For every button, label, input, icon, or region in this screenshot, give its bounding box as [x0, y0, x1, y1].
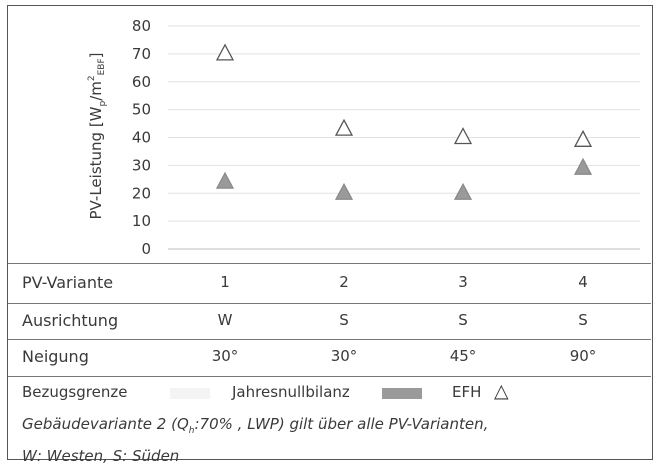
cell: 4 — [578, 273, 588, 291]
cell: 45° — [449, 347, 477, 365]
cell: 3 — [458, 273, 468, 291]
cell: S — [578, 311, 588, 329]
efh-marker — [573, 129, 593, 147]
legend-efh-label: EFH — [452, 383, 482, 401]
y-tick-label: 10 — [132, 212, 151, 230]
y-tick-label: 0 — [141, 240, 151, 258]
cell: S — [458, 311, 468, 329]
figure-frame: 0 10 20 30 40 50 60 70 80 PV-Leistung [Wp/m2EBF]… — [7, 5, 653, 465]
table-rule — [8, 339, 651, 340]
y-tick-label: 60 — [132, 73, 151, 91]
y-tick-label: 30 — [132, 156, 151, 174]
table-row-ausrichtung: Ausrichtung W S S S — [8, 306, 651, 340]
y-tick-label: 20 — [132, 184, 151, 202]
y-tick-label: 80 — [132, 17, 151, 35]
legend-bezug-label: Bezugsgrenze — [22, 383, 128, 401]
table-row-neigung: Neigung 30° 30° 45° 90° — [8, 342, 651, 376]
y-axis-label: PV-Leistung [Wp/m2EBF] — [87, 52, 108, 219]
row-label: PV-Variante — [22, 273, 114, 292]
footnote: Gebäudevariante 2 (Qh:70% , LWP) gilt üb… — [22, 412, 642, 469]
row-label: Ausrichtung — [22, 311, 119, 330]
cell: 30° — [330, 347, 358, 365]
y-tick-label: 70 — [132, 45, 151, 63]
jahresnullbilanz-marker — [215, 171, 235, 189]
legend-efh-symbol: △ — [494, 380, 509, 402]
table-row-variante: PV-Variante 1 2 3 4 — [8, 268, 651, 302]
row-label: Neigung — [22, 347, 89, 366]
cell: S — [339, 311, 349, 329]
y-tick-label: 50 — [132, 101, 151, 119]
jahresnullbilanz-marker — [573, 157, 593, 175]
note-text-line2: W: Westen, S: Süden — [22, 447, 180, 465]
cell: 90° — [569, 347, 597, 365]
efh-marker — [334, 118, 354, 136]
note-text: :70% , LWP) gilt über alle PV-Varianten, — [194, 415, 489, 433]
efh-marker — [453, 127, 473, 145]
cell: 30° — [211, 347, 239, 365]
table-top-rule — [8, 263, 651, 264]
cell: 2 — [339, 273, 349, 291]
y-tick-label: 40 — [132, 129, 151, 147]
cell: W — [217, 311, 233, 329]
table-rule — [8, 303, 651, 304]
jahresnullbilanz-marker — [453, 182, 473, 200]
table-bottom-rule — [8, 376, 651, 377]
legend-bezug-swatch — [170, 388, 210, 399]
cell: 1 — [220, 273, 230, 291]
legend-jahres-swatch — [382, 388, 422, 399]
jahresnullbilanz-marker — [334, 182, 354, 200]
legend-jahres-label: Jahresnullbilanz — [232, 383, 350, 401]
chart-area: 0 10 20 30 40 50 60 70 80 PV-Leistung [Wp/m2EBF] — [87, 17, 640, 258]
note-text: Gebäudevariante 2 (Q — [22, 415, 189, 433]
efh-marker — [215, 43, 235, 61]
note-subscript: h — [188, 426, 195, 436]
